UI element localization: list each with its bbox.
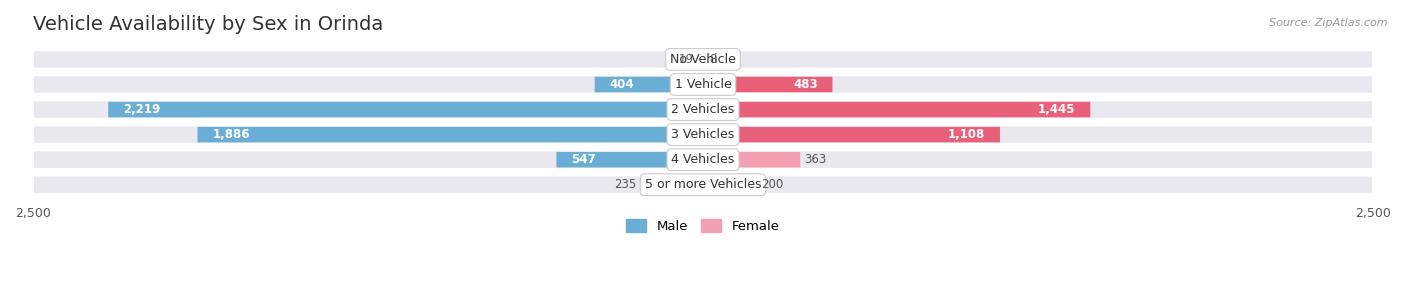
- FancyBboxPatch shape: [557, 152, 703, 167]
- Text: No Vehicle: No Vehicle: [671, 53, 735, 66]
- FancyBboxPatch shape: [32, 175, 1374, 194]
- Text: 1,445: 1,445: [1038, 103, 1076, 116]
- FancyBboxPatch shape: [32, 151, 1374, 169]
- FancyBboxPatch shape: [703, 77, 832, 92]
- Text: 235: 235: [614, 178, 636, 191]
- FancyBboxPatch shape: [595, 77, 703, 92]
- Text: 5 or more Vehicles: 5 or more Vehicles: [645, 178, 761, 191]
- FancyBboxPatch shape: [32, 100, 1374, 119]
- FancyBboxPatch shape: [197, 127, 703, 142]
- FancyBboxPatch shape: [32, 75, 1374, 94]
- Legend: Male, Female: Male, Female: [621, 214, 785, 238]
- FancyBboxPatch shape: [703, 52, 706, 67]
- Text: 404: 404: [609, 78, 634, 91]
- Text: 2,219: 2,219: [122, 103, 160, 116]
- Text: 1,886: 1,886: [212, 128, 250, 141]
- Text: 3 Vehicles: 3 Vehicles: [672, 128, 734, 141]
- Text: 200: 200: [761, 178, 783, 191]
- FancyBboxPatch shape: [703, 177, 756, 192]
- Text: 4 Vehicles: 4 Vehicles: [672, 153, 734, 166]
- FancyBboxPatch shape: [703, 152, 800, 167]
- FancyBboxPatch shape: [703, 127, 1000, 142]
- Text: Vehicle Availability by Sex in Orinda: Vehicle Availability by Sex in Orinda: [32, 15, 384, 34]
- Text: 363: 363: [804, 153, 827, 166]
- Text: 19: 19: [679, 53, 695, 66]
- Text: 483: 483: [793, 78, 818, 91]
- Text: 8: 8: [709, 53, 717, 66]
- FancyBboxPatch shape: [32, 50, 1374, 69]
- Text: Source: ZipAtlas.com: Source: ZipAtlas.com: [1270, 18, 1388, 28]
- FancyBboxPatch shape: [640, 177, 703, 192]
- FancyBboxPatch shape: [697, 52, 703, 67]
- FancyBboxPatch shape: [32, 125, 1374, 144]
- Text: 1,108: 1,108: [948, 128, 986, 141]
- Text: 1 Vehicle: 1 Vehicle: [675, 78, 731, 91]
- FancyBboxPatch shape: [703, 102, 1090, 117]
- Text: 547: 547: [571, 153, 596, 166]
- FancyBboxPatch shape: [108, 102, 703, 117]
- Text: 2 Vehicles: 2 Vehicles: [672, 103, 734, 116]
